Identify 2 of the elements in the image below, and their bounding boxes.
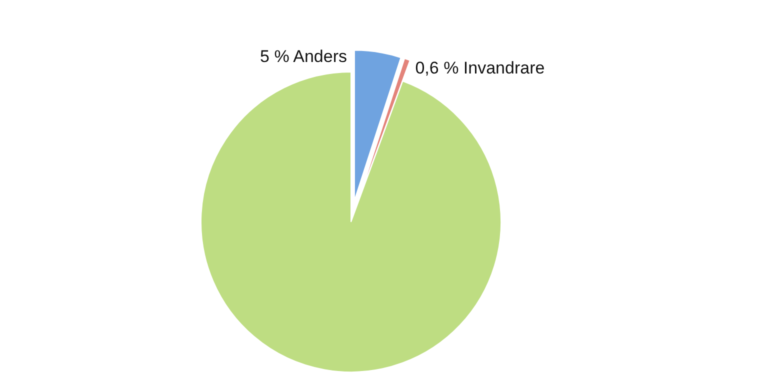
data-label: 5 % Anders bbox=[260, 47, 347, 66]
data-label: 0,6 % Invandrare bbox=[415, 58, 545, 78]
